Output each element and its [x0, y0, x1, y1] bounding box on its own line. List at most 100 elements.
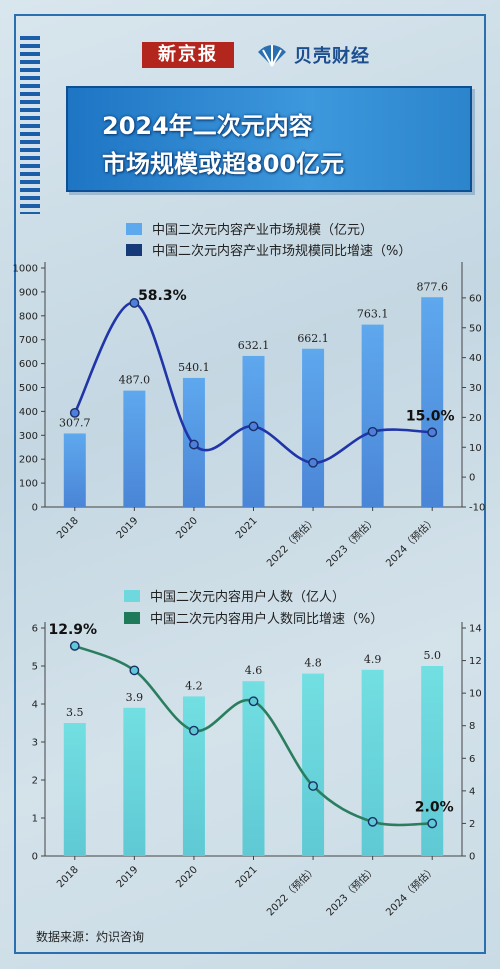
- growth-point: [308, 457, 318, 468]
- decorative-stripes: [20, 36, 40, 214]
- growth-point: [189, 439, 199, 450]
- legend-swatch-line: [124, 612, 140, 624]
- legend-label-bar: 中国二次元内容产业市场规模（亿元）: [152, 222, 373, 238]
- bar: [63, 723, 86, 856]
- x-tick-label: 2020: [174, 864, 200, 890]
- y-tick-label-left: 4: [32, 700, 38, 711]
- growth-point: [367, 816, 378, 827]
- bar-value-label: 540.1: [178, 361, 210, 374]
- x-tick-label: 2023（预估）: [323, 514, 378, 569]
- y-tick-label-left: 800: [19, 311, 38, 322]
- x-tick-label: 2022（预估）: [264, 863, 319, 918]
- x-tick-label: 2019: [115, 515, 141, 541]
- y-tick-label-left: 6: [32, 624, 38, 635]
- bar: [242, 355, 265, 507]
- bar-value-label: 5.0: [423, 649, 441, 662]
- bar: [361, 669, 384, 856]
- bar-value-label: 763.1: [357, 308, 389, 321]
- shell-icon: [258, 45, 286, 67]
- y-tick-label-right: 6: [469, 754, 475, 765]
- growth-point: [248, 421, 259, 432]
- bar-value-label: 3.9: [126, 691, 144, 704]
- legend-label-line: 中国二次元内容产业市场规模同比增速（%）: [152, 243, 411, 259]
- y-tick-label-left: 200: [19, 455, 38, 466]
- y-tick-label-right: 0: [469, 852, 475, 863]
- x-tick-label: 2023（预估）: [323, 863, 378, 918]
- y-tick-label-right: 10: [469, 689, 482, 700]
- legend-swatch-bar: [126, 223, 142, 235]
- y-tick-label-left: 1000: [13, 264, 38, 275]
- y-tick-label-right: 50: [469, 323, 482, 334]
- x-tick-label: 2022（预估）: [264, 514, 319, 569]
- y-tick-label-left: 2: [32, 776, 38, 787]
- y-tick-label-left: 100: [19, 479, 38, 490]
- growth-point: [427, 427, 438, 438]
- y-tick-label-left: 500: [19, 383, 38, 394]
- y-tick-label-right: 60: [469, 293, 482, 304]
- y-tick-label-right: 10: [469, 443, 482, 454]
- bar: [242, 681, 265, 856]
- growth-annotation: 15.0%: [406, 408, 455, 424]
- growth-annotation: 2.0%: [415, 799, 454, 815]
- x-tick-label: 2021: [234, 515, 260, 541]
- bar-value-label: 4.6: [245, 664, 263, 677]
- bar: [302, 673, 325, 856]
- bar-value-label: 4.9: [364, 653, 382, 666]
- bar-value-label: 3.5: [66, 706, 84, 719]
- growth-point: [129, 665, 140, 676]
- y-tick-label-right: 2: [469, 819, 475, 830]
- bar-value-label: 632.1: [238, 339, 270, 352]
- bar: [302, 348, 325, 507]
- y-tick-label-right: 8: [469, 721, 475, 732]
- y-tick-label-left: 700: [19, 335, 38, 346]
- bar: [421, 297, 444, 507]
- y-tick-label-left: 1: [32, 814, 38, 825]
- title-box: 2024年二次元内容 市场规模或超800亿元: [66, 86, 472, 192]
- x-tick-label: 2020: [174, 515, 200, 541]
- y-tick-label-left: 0: [32, 503, 38, 514]
- x-tick-label: 2024（预估）: [383, 514, 438, 569]
- y-tick-label-right: 14: [469, 624, 482, 635]
- y-tick-label-right: -10: [469, 503, 485, 514]
- bar: [63, 433, 86, 507]
- y-tick-label-left: 300: [19, 431, 38, 442]
- bar: [123, 390, 146, 507]
- logo-xinjingbao: 新京报: [142, 42, 234, 68]
- y-tick-label-left: 3: [32, 738, 38, 749]
- bar: [182, 696, 205, 856]
- bar-value-label: 4.2: [185, 679, 203, 692]
- growth-point: [69, 641, 80, 651]
- bar: [361, 324, 384, 507]
- growth-point: [427, 818, 438, 829]
- bar-value-label: 307.7: [59, 416, 91, 429]
- growth-annotation: 58.3%: [138, 288, 187, 304]
- bar: [123, 707, 146, 856]
- y-tick-label-left: 400: [19, 407, 38, 418]
- x-tick-label: 2021: [234, 864, 260, 890]
- y-tick-label-right: 12: [469, 656, 482, 667]
- growth-point: [367, 426, 378, 437]
- x-tick-label: 2024（预估）: [383, 863, 438, 918]
- y-tick-label-left: 0: [32, 852, 38, 863]
- growth-annotation: 12.9%: [48, 622, 97, 638]
- y-tick-label-right: 0: [469, 473, 475, 484]
- x-tick-label: 2018: [55, 864, 81, 890]
- growth-point: [129, 298, 140, 308]
- y-tick-label-right: 30: [469, 383, 482, 394]
- growth-point: [189, 725, 199, 736]
- bar-value-label: 662.1: [297, 332, 329, 345]
- bar-value-label: 4.8: [304, 657, 322, 670]
- legend-label-line: 中国二次元内容用户人数同比增速（%）: [150, 611, 383, 627]
- logo-beike: 贝壳财经: [256, 40, 370, 70]
- bar-value-label: 487.0: [119, 374, 151, 387]
- legend-label-bar: 中国二次元内容用户人数（亿人）: [150, 589, 345, 605]
- logo-xinjingbao-text: 新京报: [158, 44, 218, 65]
- legend-swatch-bar: [124, 590, 140, 602]
- bar-value-label: 877.6: [416, 280, 448, 293]
- data-source: 数据来源：灼识咨询: [36, 930, 145, 944]
- y-tick-label-right: 20: [469, 413, 482, 424]
- growth-point: [248, 696, 259, 707]
- y-tick-label-right: 4: [469, 786, 475, 797]
- y-tick-label-left: 600: [19, 359, 38, 370]
